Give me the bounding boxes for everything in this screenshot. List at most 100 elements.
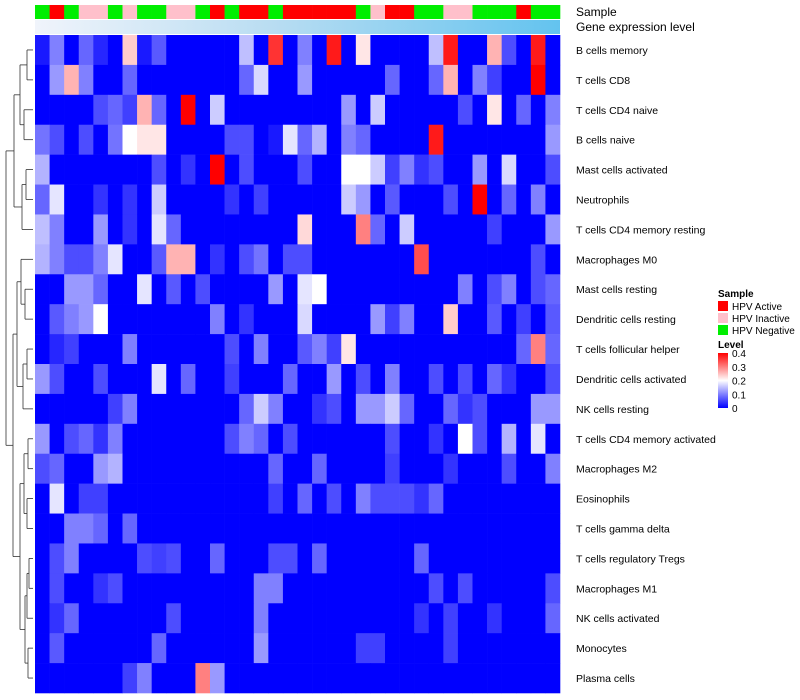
heatmap-cell (326, 483, 342, 514)
heatmap-cell (443, 334, 459, 365)
heatmap-cell (239, 244, 255, 275)
heatmap-cell (428, 453, 444, 484)
heatmap-cell (326, 543, 342, 574)
heatmap-cell (166, 483, 182, 514)
heatmap-cell (443, 543, 459, 574)
heatmap-cell (64, 513, 80, 544)
heatmap-cell (516, 663, 532, 694)
heatmap-cell (443, 154, 459, 185)
sample-annotation-cell (326, 5, 342, 19)
heatmap-cell (370, 603, 386, 634)
heatmap-cell (268, 304, 284, 335)
sample-annotation-cell (370, 5, 386, 19)
heatmap-cell (487, 573, 502, 604)
sample-annotation-cell (151, 5, 167, 19)
heatmap-cell (297, 334, 313, 365)
sample-annotation-cell (195, 5, 211, 19)
heatmap-cell (78, 393, 94, 425)
heatmap-cell (210, 483, 225, 514)
heatmap-cell (239, 304, 255, 335)
heatmap-cell (545, 154, 561, 185)
heatmap-cell (385, 334, 400, 365)
heatmap-cell (93, 543, 109, 574)
heatmap-cell (180, 64, 196, 96)
heatmap-cell (501, 94, 517, 126)
heatmap-cell (545, 364, 561, 395)
heatmap-cell (545, 64, 561, 96)
heatmap-cell (224, 35, 240, 66)
heatmap-cell (224, 364, 240, 395)
heatmap-cell (239, 124, 255, 155)
heatmap-cell (399, 244, 415, 275)
heatmap-cell (166, 304, 182, 335)
heatmap-cell (355, 334, 371, 365)
sample-annotation-cell (385, 5, 400, 19)
heatmap-cell (253, 274, 269, 305)
heatmap-cell (210, 603, 225, 634)
heatmap-cell (195, 393, 211, 425)
heatmap-cell (428, 214, 444, 245)
heatmap-cell (457, 274, 473, 305)
heatmap-cell (545, 423, 561, 455)
sample-annotation-cell (107, 5, 123, 19)
legend-level-title: Level (718, 340, 744, 351)
legend-swatch (718, 325, 728, 335)
heatmap-cell (253, 423, 269, 455)
sample-annotation-cell (239, 5, 255, 19)
sample-annotation-cell (35, 5, 50, 19)
heatmap-cell (312, 154, 327, 185)
heatmap-cell (341, 513, 357, 544)
heatmap-cell (457, 543, 473, 574)
heatmap-cell (64, 483, 80, 514)
heatmap-cell (472, 483, 488, 514)
heatmap-cell (195, 663, 211, 694)
heatmap-cell (151, 274, 167, 305)
heatmap-cell (457, 214, 473, 245)
heatmap-cell (414, 334, 430, 365)
heatmap-cell (385, 244, 400, 275)
heatmap-cell (355, 214, 371, 245)
heatmap-cell (64, 124, 80, 155)
heatmap-cell (253, 94, 269, 126)
heatmap-cell (399, 154, 415, 185)
heatmap-cell (370, 274, 386, 305)
heatmap-cell (107, 453, 123, 484)
heatmap-cell (49, 453, 65, 484)
heatmap-cell (210, 453, 225, 484)
heatmap-cell (166, 603, 182, 634)
row-label: NK cells activated (576, 613, 660, 625)
heatmap-cell (49, 573, 65, 604)
heatmap-cell (297, 603, 313, 634)
heatmap-cell (370, 483, 386, 514)
heatmap-cell (107, 244, 123, 275)
heatmap-cell (326, 513, 342, 544)
heatmap-cell (268, 154, 284, 185)
heatmap-cell (224, 184, 240, 215)
heatmap-cell (239, 154, 255, 185)
heatmap-cell (195, 124, 211, 155)
sample-annotation-cell (268, 5, 284, 19)
heatmap-cell (137, 573, 152, 604)
heatmap-cell (35, 304, 50, 335)
heatmap-cell (326, 154, 342, 185)
heatmap-cell (501, 124, 517, 155)
heatmap-cell (78, 663, 94, 694)
heatmap-cell (545, 543, 561, 574)
heatmap-cell (151, 124, 167, 155)
heatmap-cell (545, 603, 561, 634)
heatmap-cell (370, 543, 386, 574)
sample-annotation-cell (210, 5, 225, 19)
heatmap-cell (487, 124, 502, 155)
heatmap-cell (457, 124, 473, 155)
sample-annotation-cell (253, 5, 269, 19)
heatmap-cell (195, 184, 211, 215)
heatmap-cell (530, 393, 546, 425)
heatmap-cell (195, 423, 211, 455)
heatmap-cell (282, 393, 298, 425)
heatmap-cell (180, 483, 196, 514)
heatmap-cell (180, 603, 196, 634)
heatmap-cell (64, 334, 80, 365)
heatmap-cell (516, 274, 532, 305)
